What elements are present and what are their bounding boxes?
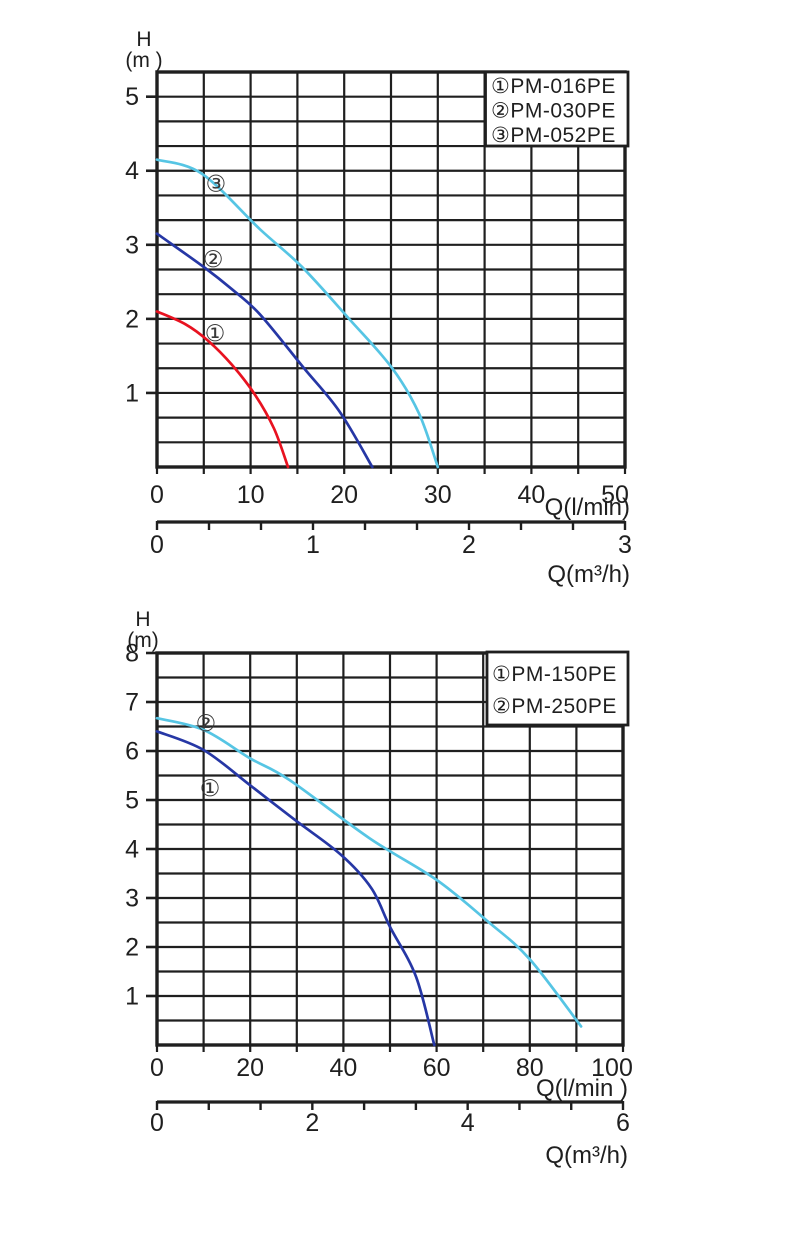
- secondary-x-tick-label: 2: [462, 531, 476, 559]
- legend-item: ①PM-150PE: [492, 663, 617, 686]
- secondary-x-tick-label: 2: [305, 1109, 319, 1137]
- curve-number-annotation: ②: [203, 246, 224, 272]
- curve-PM-052PE: [155, 158, 440, 469]
- y-tick-label: 3: [125, 231, 139, 259]
- x-tick-label: 0: [150, 481, 164, 509]
- x-axis-title: Q(l/min ): [536, 1075, 628, 1102]
- secondary-x-tick-label: 1: [306, 531, 320, 559]
- x-tick-label: 40: [517, 481, 545, 509]
- curve-number-annotation: ①: [200, 775, 221, 801]
- secondary-x-axis: 0 1 2 3Q(m³/h): [150, 520, 632, 588]
- y-tick-label: 7: [125, 689, 139, 717]
- secondary-x-tick-label: 3: [618, 531, 632, 559]
- secondary-x-tick-label: 0: [150, 1109, 164, 1137]
- curve-number-annotation: ①: [205, 320, 226, 346]
- y-tick-label: 4: [125, 836, 139, 864]
- y-tick-label: 2: [125, 305, 139, 333]
- secondary-x-axis: 0 2 4 6 Q(m³/h): [150, 1100, 630, 1169]
- y-axis-title-unit: (m ): [125, 49, 162, 72]
- x-tick-label: 100: [591, 1054, 633, 1082]
- curve-number-annotation: ②: [196, 710, 217, 736]
- x-tick-label: 60: [423, 1054, 451, 1082]
- x-tick-label: 30: [424, 481, 452, 509]
- y-tick-label: 4: [125, 157, 139, 185]
- x-tick-label: 50: [601, 481, 629, 509]
- legend-box: [484, 70, 630, 148]
- x-tick-label: 0: [150, 1054, 164, 1082]
- x-axis-title: Q(l/min): [545, 494, 630, 521]
- secondary-x-tick-label: 6: [616, 1109, 630, 1137]
- x-tick-label: 40: [329, 1054, 357, 1082]
- legend-item: ①PM-016PE: [491, 75, 616, 98]
- secondary-x-tick-label: 0: [150, 531, 164, 559]
- x-tick-label: 20: [236, 1054, 264, 1082]
- y-tick-label: 5: [125, 83, 139, 111]
- secondary-x-axis-title: Q(m³/h): [547, 561, 630, 588]
- curve-number-annotation: ③: [206, 170, 227, 196]
- legend-item: ②PM-250PE: [492, 695, 617, 718]
- y-axis-title-symbol: H: [136, 28, 151, 51]
- curve-PM-030PE: [155, 232, 374, 469]
- x-tick-label: 80: [516, 1054, 544, 1082]
- x-axis: 0 10 20 30 40 50Q(l/min): [150, 481, 630, 521]
- y-tick-label: 1: [125, 379, 139, 407]
- curve-PM-150PE: [155, 730, 436, 1047]
- y-tick-label: 3: [125, 885, 139, 913]
- y-axis: 1 2 3 4 5 H(m ): [125, 28, 163, 407]
- y-tick-label: 5: [125, 787, 139, 815]
- y-tick-label: 1: [125, 983, 139, 1011]
- curve-PM-250PE: [155, 716, 583, 1028]
- y-axis-title-unit: (m): [127, 629, 158, 652]
- x-tick-label: 10: [237, 481, 265, 509]
- secondary-x-tick-label: 4: [461, 1109, 475, 1137]
- y-axis: 1 2 3 4 5 6 7 8 H(m): [125, 608, 159, 1011]
- y-tick-label: 2: [125, 934, 139, 962]
- y-tick-label: 6: [125, 738, 139, 766]
- legend: ①PM-150PE ②PM-250PE: [485, 650, 630, 727]
- plot-border: [155, 70, 627, 469]
- x-tick-label: 20: [330, 481, 358, 509]
- curve-PM-016PE: [155, 310, 290, 469]
- secondary-x-axis-title: Q(m³/h): [545, 1142, 628, 1169]
- legend-item: ③PM-052PE: [491, 124, 616, 147]
- legend-item: ②PM-030PE: [491, 100, 616, 123]
- y-axis-title-symbol: H: [135, 608, 150, 631]
- legend-box: [485, 650, 630, 727]
- y-tick-label: 8: [125, 640, 139, 668]
